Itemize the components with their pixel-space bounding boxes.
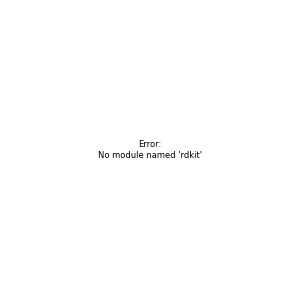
Text: Error:
No module named 'rdkit': Error: No module named 'rdkit' (98, 140, 202, 160)
